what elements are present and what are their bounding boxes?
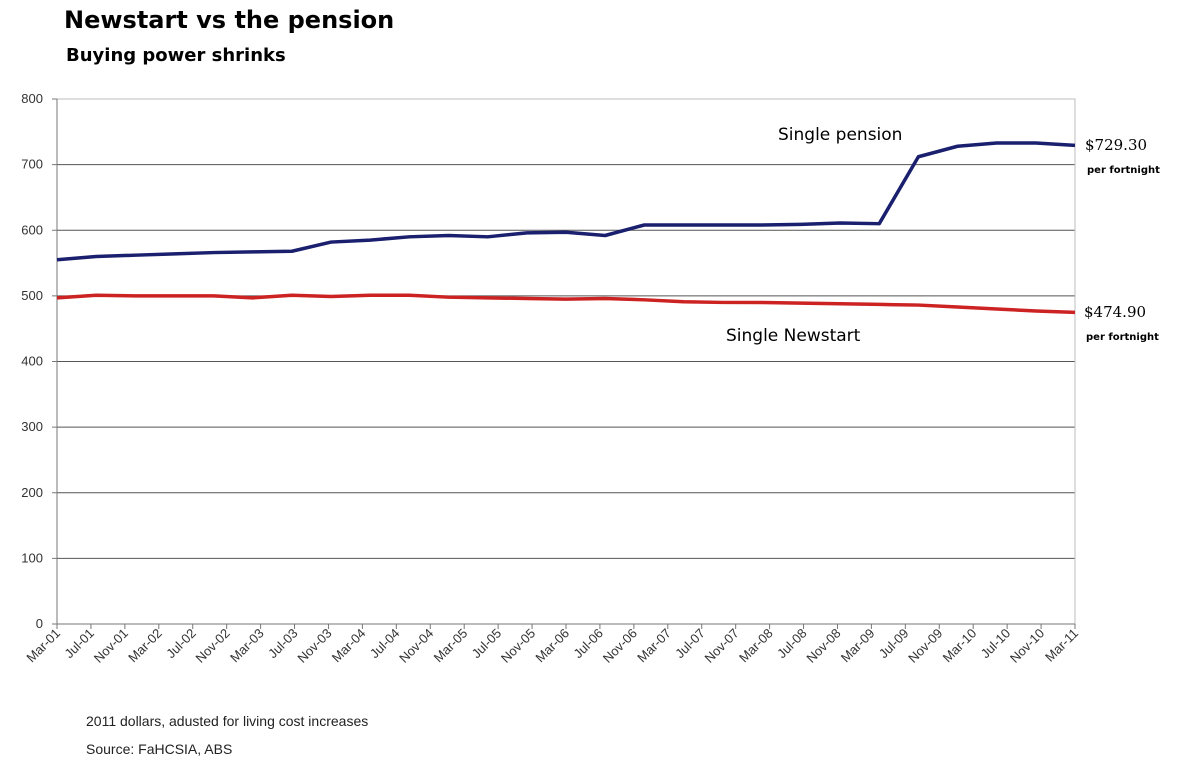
x-tick-label: Mar-08 xyxy=(736,626,776,666)
newstart-end-value: $474.90 xyxy=(1084,303,1146,321)
x-tick-label: Mar-05 xyxy=(431,626,471,666)
x-tick-label: Mar-04 xyxy=(329,626,369,666)
y-tick-label: 0 xyxy=(36,616,43,631)
y-tick-label: 800 xyxy=(21,91,43,106)
x-tick-label: Nov-02 xyxy=(193,626,233,666)
x-tick-label: Nov-03 xyxy=(294,626,334,666)
x-tick-label: Mar-03 xyxy=(227,626,267,666)
chart-subtitle: Buying power shrinks xyxy=(66,45,286,66)
x-tick-label: Nov-09 xyxy=(905,626,945,666)
x-tick-label: Mar-02 xyxy=(125,626,165,666)
x-tick-label: Nov-06 xyxy=(600,626,640,666)
y-tick-label: 200 xyxy=(21,485,43,500)
x-tick-label: Nov-04 xyxy=(396,626,436,666)
x-tick-labels: Mar-01Jul-01Nov-01Mar-02Jul-02Nov-02Mar-… xyxy=(23,626,1081,666)
axes xyxy=(52,98,1076,629)
x-tick-label: Mar-10 xyxy=(940,626,980,666)
newstart-end-unit: per fortnight xyxy=(1086,332,1159,343)
x-tick-label: Mar-07 xyxy=(634,626,674,666)
note-units: 2011 dollars, adusted for living cost in… xyxy=(86,713,369,729)
y-tick-label: 700 xyxy=(21,157,43,172)
x-tick-label: Mar-01 xyxy=(23,626,63,666)
pension-end-value: $729.30 xyxy=(1085,136,1147,154)
x-tick-label: Mar-09 xyxy=(838,626,878,666)
y-tick-label: 100 xyxy=(21,550,43,565)
pension-end-unit: per fortnight xyxy=(1087,165,1160,176)
pension-label: Single pension xyxy=(778,125,902,145)
note-source: Source: FaHCSIA, ABS xyxy=(86,741,233,757)
x-tick-label: Nov-01 xyxy=(91,626,131,666)
series-labels: Single pension Single Newstart $729.30 per … xyxy=(726,125,1160,346)
x-tick-label: Nov-10 xyxy=(1007,626,1047,666)
x-tick-label: Mar-11 xyxy=(1042,626,1081,665)
newstart-line xyxy=(56,293,1076,315)
grid-lines xyxy=(57,164,1075,559)
x-tick-label: Nov-08 xyxy=(803,626,843,666)
series-lines xyxy=(56,141,1076,315)
y-tick-labels: 0 100 200 300 400 500 600 700 800 xyxy=(21,91,43,631)
newstart-label: Single Newstart xyxy=(726,326,861,346)
x-tick-label: Nov-05 xyxy=(498,626,538,666)
chart-title: Newstart vs the pension xyxy=(64,6,395,34)
y-tick-label: 300 xyxy=(21,419,43,434)
x-tick-label: Nov-07 xyxy=(702,626,742,666)
pension-line xyxy=(56,141,1076,262)
x-tick-label: Mar-06 xyxy=(532,626,572,666)
y-tick-label: 400 xyxy=(21,354,43,369)
y-tick-label: 600 xyxy=(21,222,43,237)
y-tick-label: 500 xyxy=(21,288,43,303)
